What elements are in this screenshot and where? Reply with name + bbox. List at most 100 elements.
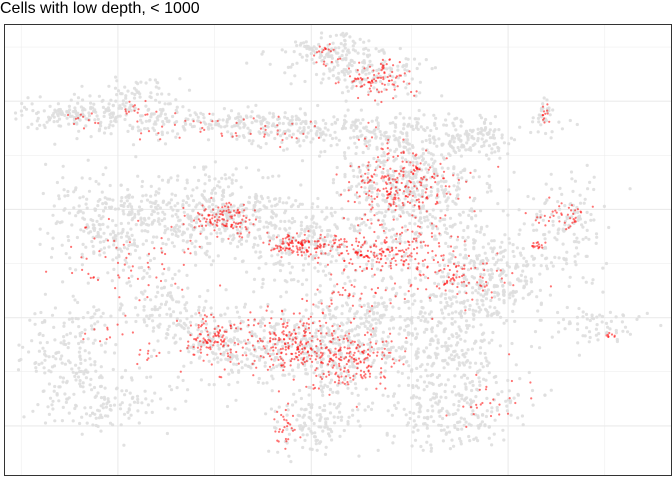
- background-point: [316, 360, 320, 365]
- background-point: [103, 126, 108, 130]
- background-point: [391, 345, 395, 349]
- background-point: [536, 130, 540, 134]
- background-point: [408, 410, 412, 414]
- background-point: [92, 251, 96, 255]
- background-point: [389, 275, 393, 279]
- background-point: [362, 267, 366, 271]
- highlight-point: [381, 175, 384, 178]
- background-point: [136, 313, 140, 317]
- background-point: [274, 197, 278, 201]
- background-point: [89, 377, 93, 381]
- background-point: [506, 213, 510, 217]
- background-point: [454, 196, 459, 200]
- background-point: [107, 84, 111, 88]
- background-point: [363, 324, 367, 328]
- background-point: [70, 316, 74, 321]
- background-point: [129, 413, 133, 417]
- background-point: [289, 65, 293, 69]
- background-point: [88, 383, 92, 387]
- background-point: [563, 327, 567, 331]
- background-point: [386, 409, 390, 413]
- background-point: [484, 308, 489, 312]
- background-point: [614, 328, 618, 333]
- background-point: [457, 148, 461, 152]
- background-point: [464, 387, 468, 391]
- background-point: [493, 128, 497, 132]
- background-point: [310, 205, 314, 210]
- background-point: [467, 307, 472, 311]
- highlight-point: [407, 186, 410, 189]
- background-point: [448, 252, 452, 256]
- background-point: [36, 110, 40, 114]
- background-point: [441, 416, 445, 421]
- background-point: [266, 176, 270, 180]
- background-point: [340, 207, 344, 211]
- highlight-point: [452, 174, 455, 177]
- background-point: [460, 348, 464, 353]
- background-point: [416, 127, 420, 131]
- background-point: [140, 401, 144, 405]
- background-point: [394, 358, 398, 363]
- background-point: [310, 403, 314, 407]
- background-point: [522, 222, 526, 226]
- highlight-point: [425, 178, 428, 181]
- background-point: [494, 260, 499, 265]
- background-point: [30, 122, 34, 126]
- background-point: [142, 269, 146, 273]
- background-point: [394, 125, 398, 129]
- background-point: [323, 417, 327, 421]
- background-point: [77, 350, 81, 354]
- background-point: [324, 420, 328, 424]
- background-point: [150, 307, 154, 311]
- background-point: [83, 328, 87, 332]
- background-point: [443, 344, 447, 348]
- background-point: [492, 136, 496, 140]
- background-point: [422, 127, 426, 131]
- background-point: [551, 219, 555, 223]
- background-point: [479, 280, 483, 284]
- background-point: [381, 313, 385, 317]
- background-point: [415, 162, 419, 166]
- highlight-point: [425, 210, 428, 213]
- background-point: [430, 67, 434, 71]
- background-point: [463, 247, 467, 252]
- background-point: [180, 233, 184, 237]
- background-point: [521, 263, 526, 268]
- background-point: [362, 40, 366, 44]
- background-point: [166, 237, 171, 241]
- background-point: [369, 407, 374, 411]
- highlight-point: [221, 218, 224, 221]
- highlight-point: [323, 46, 326, 49]
- background-point: [430, 381, 434, 385]
- background-point: [399, 130, 403, 134]
- background-point: [457, 392, 461, 396]
- background-point: [141, 194, 145, 198]
- background-point: [505, 404, 509, 408]
- background-point: [215, 231, 219, 235]
- background-point: [255, 215, 259, 219]
- background-point: [417, 410, 421, 414]
- background-point: [466, 348, 470, 352]
- background-point: [551, 108, 555, 112]
- background-point: [507, 237, 511, 241]
- background-point: [432, 361, 436, 365]
- background-point: [315, 448, 319, 452]
- background-point: [451, 254, 455, 258]
- background-point: [475, 298, 479, 302]
- background-point: [294, 122, 298, 126]
- background-point: [235, 310, 240, 314]
- background-point: [351, 48, 355, 52]
- background-point: [344, 58, 348, 62]
- background-point: [368, 328, 372, 332]
- background-point: [356, 175, 360, 179]
- highlight-point: [370, 79, 374, 82]
- background-point: [305, 58, 309, 62]
- background-point: [484, 414, 488, 419]
- background-point: [353, 278, 357, 282]
- background-point: [377, 68, 381, 72]
- background-point: [457, 290, 462, 294]
- background-point: [276, 253, 280, 257]
- background-point: [195, 215, 199, 219]
- background-point: [408, 221, 412, 225]
- background-point: [516, 416, 520, 420]
